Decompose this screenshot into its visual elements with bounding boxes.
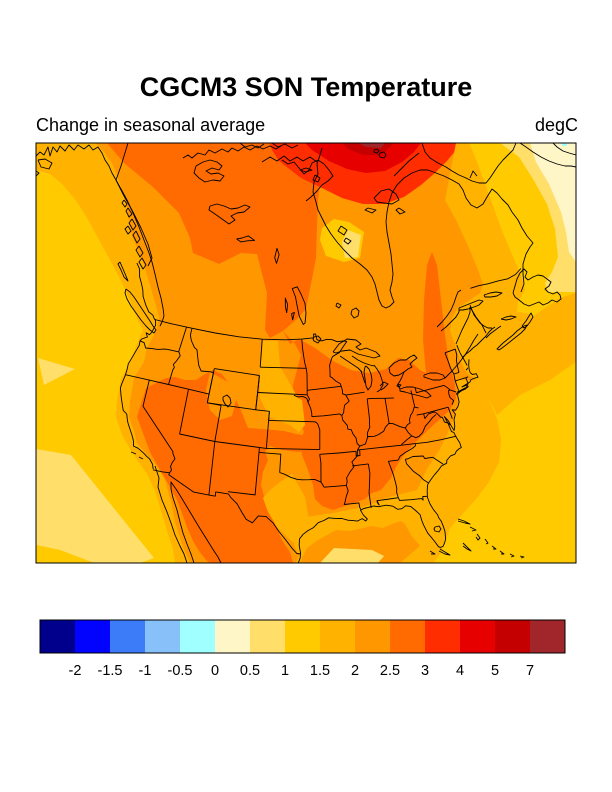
svg-text:7: 7 — [526, 663, 534, 679]
svg-text:3: 3 — [421, 663, 429, 679]
svg-text:1.5: 1.5 — [310, 663, 330, 679]
svg-text:1: 1 — [281, 663, 289, 679]
svg-text:0: 0 — [211, 663, 219, 679]
svg-text:5: 5 — [491, 663, 499, 679]
svg-text:2.5: 2.5 — [380, 663, 400, 679]
svg-text:-0.5: -0.5 — [168, 663, 193, 679]
svg-text:-1.5: -1.5 — [98, 663, 123, 679]
svg-text:4: 4 — [456, 663, 464, 679]
svg-text:-2: -2 — [69, 663, 82, 679]
svg-text:0.5: 0.5 — [240, 663, 260, 679]
svg-text:-1: -1 — [139, 663, 152, 679]
svg-text:2: 2 — [351, 663, 359, 679]
